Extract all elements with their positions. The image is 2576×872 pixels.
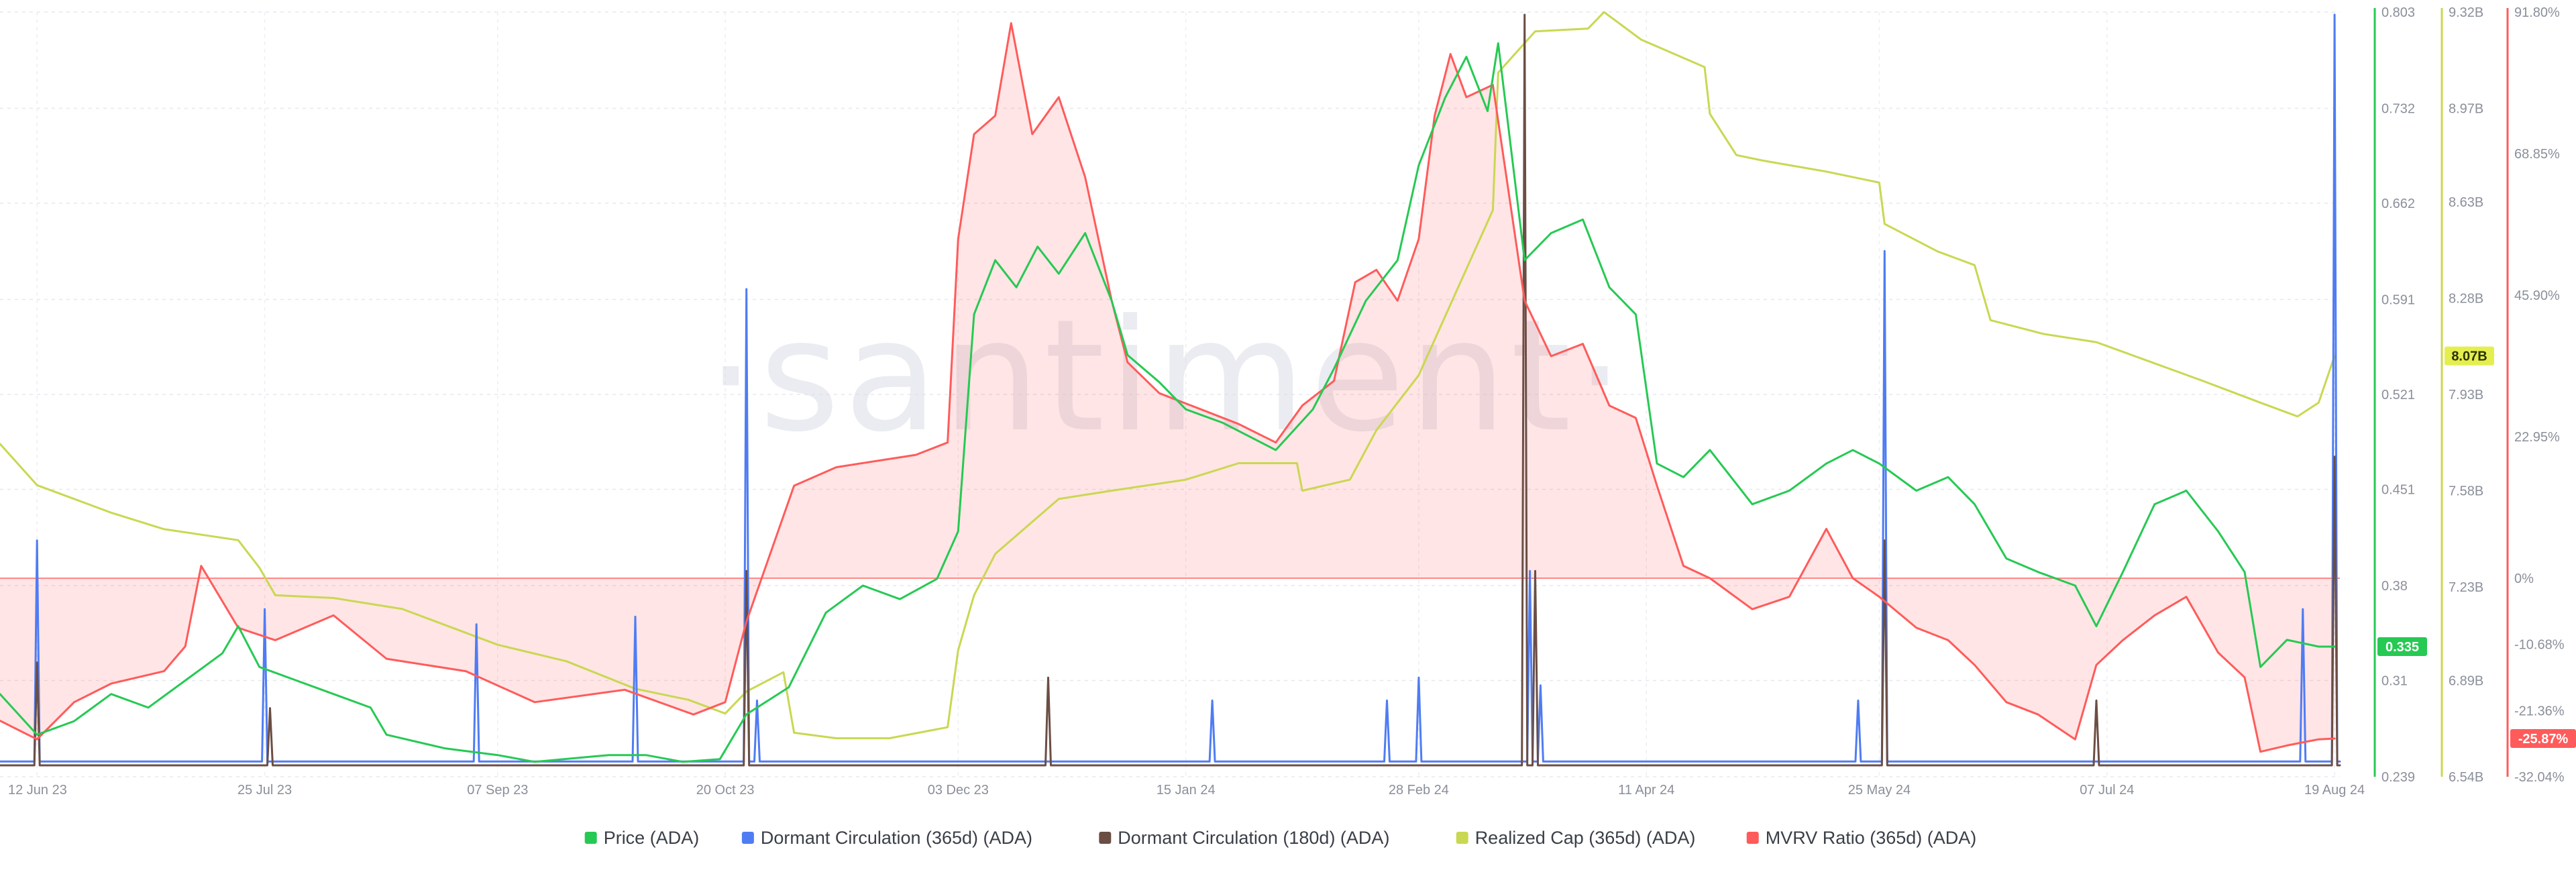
legend-item-mvrv-ratio-365d-ada: MVRV Ratio (365d) (ADA) xyxy=(1746,828,1977,848)
axes: 12 Jun 23 25 Jul 23 07 Sep 23 20 Oct 23 03 D… xyxy=(8,5,2565,798)
badge-price-bg xyxy=(2377,637,2427,656)
realized-cap-axis-tick-label: 8.97B xyxy=(2449,102,2483,117)
x-tick-label: 19 Aug 24 xyxy=(2304,783,2365,798)
realized-cap-axis-tick-label: 6.54B xyxy=(2449,770,2483,785)
legend-label-dormant-circulation-180d-ada: Dormant Circulation (180d) (ADA) xyxy=(1118,828,1389,848)
mvrv-axis-tick-label: 45.90% xyxy=(2514,288,2560,303)
legend-swatch-mvrv-ratio-365d-ada xyxy=(1746,832,1759,844)
legend-label-dormant-circulation-365d-ada: Dormant Circulation (365d) (ADA) xyxy=(761,828,1032,848)
x-tick-label: 07 Sep 23 xyxy=(467,783,528,798)
price-axis-tick-label: 0.662 xyxy=(2381,197,2415,211)
legend-item-realized-cap-365d-ada: Realized Cap (365d) (ADA) xyxy=(1456,828,1696,848)
series-layer xyxy=(0,11,2341,767)
x-tick-label: 12 Jun 23 xyxy=(8,783,67,798)
legend-swatch-dormant-circulation-365d-ada xyxy=(741,832,754,844)
series-line-realized-cap-365d-ada xyxy=(0,11,2336,740)
x-tick-label: 11 Apr 24 xyxy=(1618,783,1674,798)
price-axis-tick-label: 0.239 xyxy=(2381,770,2415,785)
series-line-dormant-circulation-365d-ada xyxy=(0,13,2341,763)
badge-realized_cap-bg xyxy=(2445,346,2494,366)
realized-cap-axis-tick-label: 8.28B xyxy=(2449,291,2483,306)
mvrv-axis-tick-label: -10.68% xyxy=(2514,638,2565,653)
x-tick-label: 07 Jul 24 xyxy=(2080,783,2134,798)
legend-label-price-ada: Price (ADA) xyxy=(604,828,700,848)
legend-swatch-dormant-circulation-180d-ada xyxy=(1099,832,1112,844)
price-axis-tick-label: 0.521 xyxy=(2381,388,2415,402)
series-line-mvrv-ratio-365d-ada xyxy=(0,22,2336,753)
realized-cap-axis-tick-label: 7.58B xyxy=(2449,484,2483,499)
badge-mvrv-bg xyxy=(2510,728,2576,748)
badge-realized_cap: 8.07B xyxy=(2445,346,2494,366)
price-axis-tick-label: 0.31 xyxy=(2381,673,2408,688)
badge-price-label: 0.335 xyxy=(2385,640,2419,655)
realized-cap-axis-tick-label: 9.32B xyxy=(2449,5,2483,20)
legend-label-mvrv-ratio-365d-ada: MVRV Ratio (365d) (ADA) xyxy=(1766,828,1977,848)
x-tick-label: 25 May 24 xyxy=(1848,783,1911,798)
badge-price: 0.335 xyxy=(2377,637,2427,656)
badge-mvrv-label: -25.87% xyxy=(2518,732,2569,747)
realized-cap-axis-tick-label: 8.63B xyxy=(2449,195,2483,210)
x-tick-label: 15 Jan 24 xyxy=(1157,783,1216,798)
mvrv-axis-tick-label: 91.80% xyxy=(2514,5,2560,20)
realized-cap-axis-tick-label: 7.23B xyxy=(2449,580,2483,595)
mvrv-axis-tick-label: 22.95% xyxy=(2514,430,2560,445)
legend-item-dormant-circulation-180d-ada: Dormant Circulation (180d) (ADA) xyxy=(1099,828,1389,848)
legend: Price (ADA) Dormant Circulation (365d) (A… xyxy=(584,828,1977,848)
watermark: ·santiment· xyxy=(706,287,1628,466)
price-axis-tick-label: 0.732 xyxy=(2381,102,2415,117)
legend-item-dormant-circulation-365d-ada: Dormant Circulation (365d) (ADA) xyxy=(741,828,1032,848)
grid xyxy=(0,11,2340,777)
mvrv-axis-tick-label: 0% xyxy=(2514,571,2534,586)
mvrv-axis-tick-label: 68.85% xyxy=(2514,147,2560,162)
x-tick-label: 03 Dec 23 xyxy=(928,783,989,798)
value-badges: 8.07B 0.335 -25.87% xyxy=(2377,346,2576,748)
badge-realized_cap-label: 8.07B xyxy=(2451,349,2487,364)
mvrv-axis-tick-label: -21.36% xyxy=(2514,704,2565,718)
x-tick-label: 28 Feb 24 xyxy=(1389,783,1449,798)
legend-swatch-realized-cap-365d-ada xyxy=(1456,832,1468,844)
x-tick-label: 25 Jul 23 xyxy=(237,783,292,798)
badge-mvrv: -25.87% xyxy=(2510,728,2576,748)
realized-cap-axis-tick-label: 7.93B xyxy=(2449,388,2483,402)
mvrv-axis-tick-label: -32.04% xyxy=(2514,770,2565,785)
price-axis-tick-label: 0.38 xyxy=(2381,579,2408,594)
price-axis-tick-label: 0.591 xyxy=(2381,293,2415,308)
legend-item-price-ada: Price (ADA) xyxy=(584,828,700,848)
price-axis-tick-label: 0.451 xyxy=(2381,482,2415,497)
series-line-price-ada xyxy=(0,42,2336,763)
realized-cap-axis-tick-label: 6.89B xyxy=(2449,673,2483,688)
price-axis-tick-label: 0.803 xyxy=(2381,5,2415,20)
series-line-dormant-circulation-180d-ada xyxy=(0,13,2341,767)
legend-label-realized-cap-365d-ada: Realized Cap (365d) (ADA) xyxy=(1475,828,1696,848)
legend-swatch-price-ada xyxy=(584,832,597,844)
x-tick-label: 20 Oct 23 xyxy=(696,783,755,798)
